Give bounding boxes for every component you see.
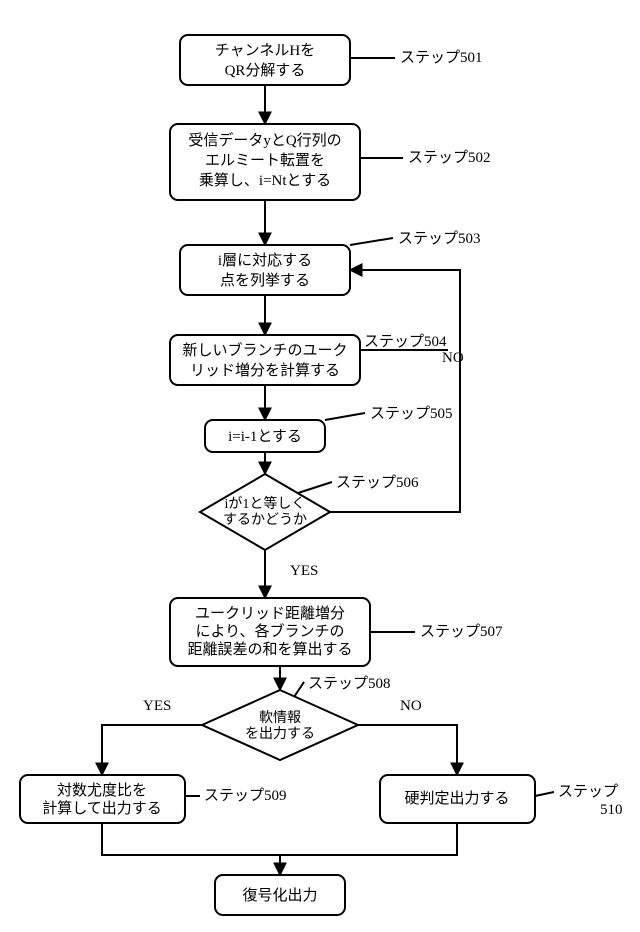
- leader-s8: [294, 682, 304, 697]
- n3-line1: i層に対応する: [218, 252, 312, 269]
- n1-line2: QR分解する: [225, 62, 306, 79]
- step-503: ステップ503: [398, 230, 481, 247]
- step-506: ステップ506: [336, 474, 419, 491]
- loop-no-label: NO: [442, 350, 464, 366]
- n8-line2: を出力する: [245, 726, 315, 742]
- n6-line2: するかどうか: [223, 512, 307, 528]
- n1-line1: チャンネルHを: [215, 42, 315, 59]
- n8-no-label: NO: [400, 698, 422, 714]
- n2-line2: エルミート転置を: [205, 152, 325, 169]
- step-501: ステップ501: [400, 49, 483, 66]
- node-n6: [200, 474, 330, 550]
- leader-s6: [298, 482, 332, 493]
- step-510a: ステップ: [558, 783, 618, 800]
- step-509: ステップ509: [204, 787, 287, 804]
- edge-n8-yes: [102, 725, 202, 775]
- step-507: ステップ507: [420, 623, 503, 640]
- step-504: ステップ504: [364, 333, 447, 350]
- n5-line1: i=i-1とする: [228, 428, 302, 445]
- n10-line1: 硬判定出力する: [404, 790, 509, 807]
- step-502: ステップ502: [408, 149, 491, 166]
- edge-n10-n11: [280, 823, 457, 855]
- edge-n9-n11: [102, 823, 280, 875]
- n7-line2: により、各ブランチの: [195, 622, 344, 640]
- leader-s3: [350, 238, 393, 245]
- step-510b: 510: [600, 802, 623, 818]
- n9-line2: 計算して出力する: [42, 799, 162, 817]
- n6-line1: iが1と等しく: [225, 495, 306, 512]
- n8-line1: 軟情報: [259, 710, 301, 726]
- n9-line1: 対数尤度比を: [57, 782, 147, 799]
- step-505: ステップ505: [370, 405, 453, 422]
- leader-s5: [325, 413, 365, 420]
- n2-line1: 受信データyとQ行列の: [188, 131, 341, 149]
- n4-line2: リッド増分を計算する: [190, 361, 340, 379]
- n8-yes-label: YES: [143, 698, 171, 714]
- n6-yes-label: YES: [290, 563, 318, 579]
- n2-line3: 乗算し、i=Ntとする: [199, 171, 331, 189]
- n4-line1: 新しいブランチのユーク: [182, 341, 347, 359]
- n7-line3: 距離誤差の和を算出する: [187, 640, 352, 658]
- edge-n8-no: [358, 725, 457, 775]
- leader-s10: [535, 792, 554, 796]
- step-508: ステップ508: [308, 675, 391, 692]
- n7-line1: ユークリッド距離増分: [195, 604, 345, 622]
- n3-line2: 点を列挙する: [220, 272, 310, 289]
- n11-line1: 復号化出力: [242, 887, 317, 904]
